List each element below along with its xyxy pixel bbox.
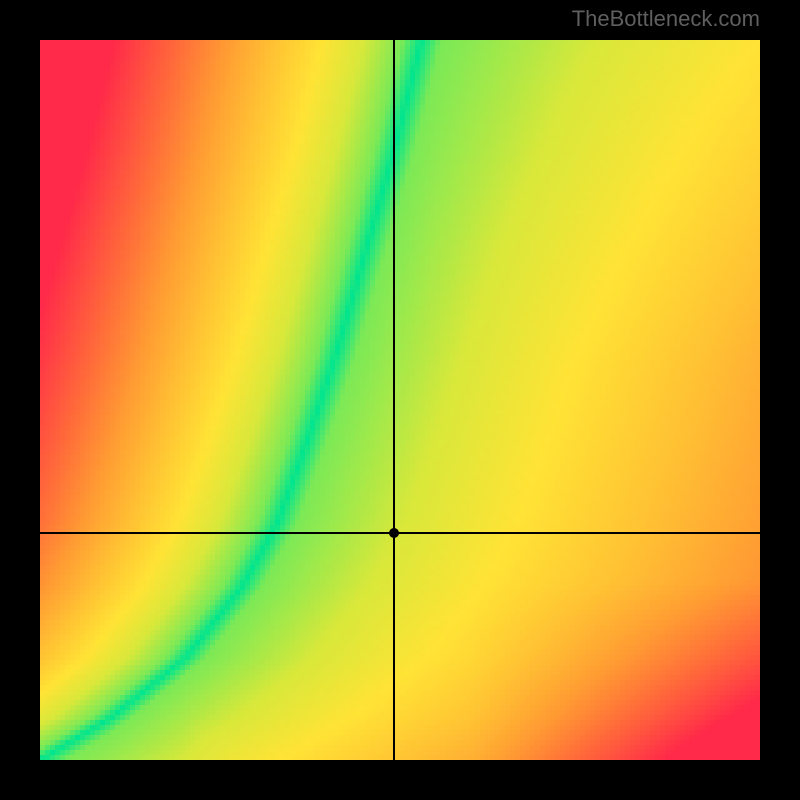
plot-area: [40, 40, 760, 760]
crosshair-vertical: [393, 40, 395, 760]
heatmap-canvas: [40, 40, 760, 760]
crosshair-marker: [389, 528, 399, 538]
crosshair-horizontal: [40, 532, 760, 534]
watermark-text: TheBottleneck.com: [572, 6, 760, 32]
